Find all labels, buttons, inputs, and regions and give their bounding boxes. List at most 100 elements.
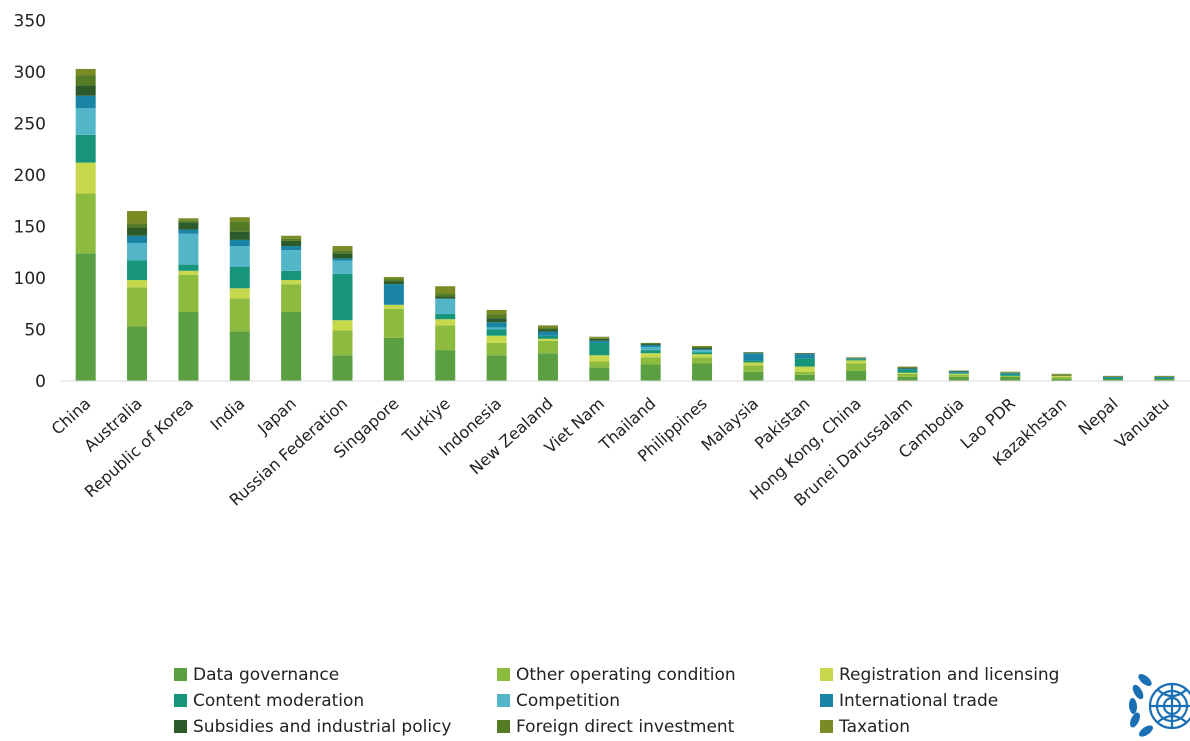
bar-segment bbox=[743, 371, 764, 381]
bar-segment bbox=[486, 342, 507, 356]
bar-segment bbox=[1102, 378, 1123, 381]
bar-segment bbox=[178, 222, 199, 230]
bar-segment bbox=[486, 314, 507, 319]
x-tick-label: China bbox=[48, 394, 95, 439]
bar-segment bbox=[435, 296, 456, 299]
legend-label: Taxation bbox=[839, 716, 911, 737]
bar-segment bbox=[383, 337, 404, 381]
bar-segment bbox=[794, 358, 815, 367]
bar-segment bbox=[589, 342, 610, 356]
bar-segment bbox=[332, 253, 353, 259]
bar-segment bbox=[640, 343, 661, 345]
bar-segment bbox=[178, 270, 199, 275]
bar-segment bbox=[897, 372, 918, 374]
bar-segment bbox=[1051, 378, 1072, 381]
bar-segment bbox=[435, 319, 456, 326]
bar-segment bbox=[897, 368, 918, 370]
bar-segment bbox=[743, 365, 764, 372]
bar-stack bbox=[383, 276, 404, 381]
bar-segment bbox=[692, 349, 713, 351]
bar-segment bbox=[537, 331, 558, 336]
bar-stack bbox=[794, 353, 815, 381]
bar-stack bbox=[1102, 375, 1123, 381]
bar-segment bbox=[846, 359, 867, 361]
bar-segment bbox=[589, 338, 610, 341]
bar-stack bbox=[281, 235, 302, 381]
bar-segment bbox=[640, 342, 661, 344]
bar-segment bbox=[486, 327, 507, 330]
bar-segment bbox=[589, 340, 610, 343]
bar-stack bbox=[948, 370, 969, 381]
legend-item: Foreign direct investment bbox=[497, 714, 820, 739]
legend-label: International trade bbox=[839, 690, 999, 711]
bar-segment bbox=[229, 298, 250, 332]
bar-segment bbox=[1051, 374, 1072, 376]
bar-segment bbox=[1000, 376, 1021, 381]
bar-segment bbox=[743, 352, 764, 354]
x-tick-label: Japan bbox=[253, 394, 300, 439]
bar-segment bbox=[589, 337, 610, 339]
bar-segment bbox=[281, 270, 302, 281]
bar-segment bbox=[589, 355, 610, 362]
bar-segment bbox=[1000, 375, 1021, 377]
bar-segment bbox=[1000, 373, 1021, 376]
bar-segment bbox=[794, 353, 815, 355]
bar-segment bbox=[1051, 373, 1072, 375]
bar-segment bbox=[897, 369, 918, 373]
bar-segment bbox=[332, 320, 353, 331]
bar-segment bbox=[127, 242, 148, 261]
bar-segment bbox=[897, 373, 918, 377]
legend-swatch bbox=[497, 668, 510, 681]
bar-segment bbox=[486, 309, 507, 315]
bar-segment bbox=[383, 304, 404, 309]
bar-segment bbox=[127, 235, 148, 243]
legend-swatch bbox=[174, 668, 187, 681]
bar-segment bbox=[1000, 372, 1021, 374]
bar-segment bbox=[948, 374, 969, 377]
y-tick-label: 350 bbox=[14, 12, 46, 32]
bar-segment bbox=[75, 95, 96, 109]
x-tick-label: Malaysia bbox=[697, 394, 762, 455]
bar-segment bbox=[692, 347, 713, 349]
legend-label: Subsidies and industrial policy bbox=[193, 716, 452, 737]
legend-swatch bbox=[174, 694, 187, 707]
bar-segment bbox=[435, 298, 456, 315]
bar-segment bbox=[178, 220, 199, 223]
bar-segment bbox=[537, 338, 558, 341]
bar-segment bbox=[383, 281, 404, 285]
bar-segment bbox=[640, 364, 661, 381]
bar-stacks bbox=[75, 68, 1175, 381]
y-tick-label: 250 bbox=[14, 115, 46, 135]
bar-segment bbox=[1154, 375, 1175, 377]
legend-item: Other operating condition bbox=[497, 662, 820, 687]
bar-segment bbox=[229, 331, 250, 381]
bar-segment bbox=[692, 348, 713, 350]
bar-segment bbox=[743, 353, 764, 361]
bar-segment bbox=[1102, 377, 1123, 379]
bar-segment bbox=[178, 229, 199, 234]
bar-segment bbox=[435, 350, 456, 381]
bar-stack bbox=[589, 336, 610, 381]
legend-label: Registration and licensing bbox=[839, 664, 1060, 685]
bar-segment bbox=[281, 240, 302, 247]
bar-segment bbox=[486, 322, 507, 328]
bar-segment bbox=[948, 370, 969, 372]
bar-segment bbox=[537, 335, 558, 339]
bar-stack bbox=[692, 345, 713, 381]
bar-segment bbox=[178, 274, 199, 312]
bar-segment bbox=[332, 273, 353, 321]
bar-segment bbox=[127, 227, 148, 236]
bar-segment bbox=[229, 266, 250, 289]
legend-swatch bbox=[820, 668, 833, 681]
bar-segment bbox=[692, 352, 713, 355]
legend-item: International trade bbox=[820, 688, 1120, 713]
bar-segment bbox=[127, 211, 148, 224]
bar-segment bbox=[640, 353, 661, 358]
bar-segment bbox=[332, 330, 353, 356]
bar-segment bbox=[794, 354, 815, 359]
y-tick-label: 150 bbox=[14, 218, 46, 238]
bar-segment bbox=[640, 350, 661, 354]
bar-segment bbox=[948, 376, 969, 381]
bar-segment bbox=[178, 311, 199, 381]
bar-segment bbox=[127, 287, 148, 327]
